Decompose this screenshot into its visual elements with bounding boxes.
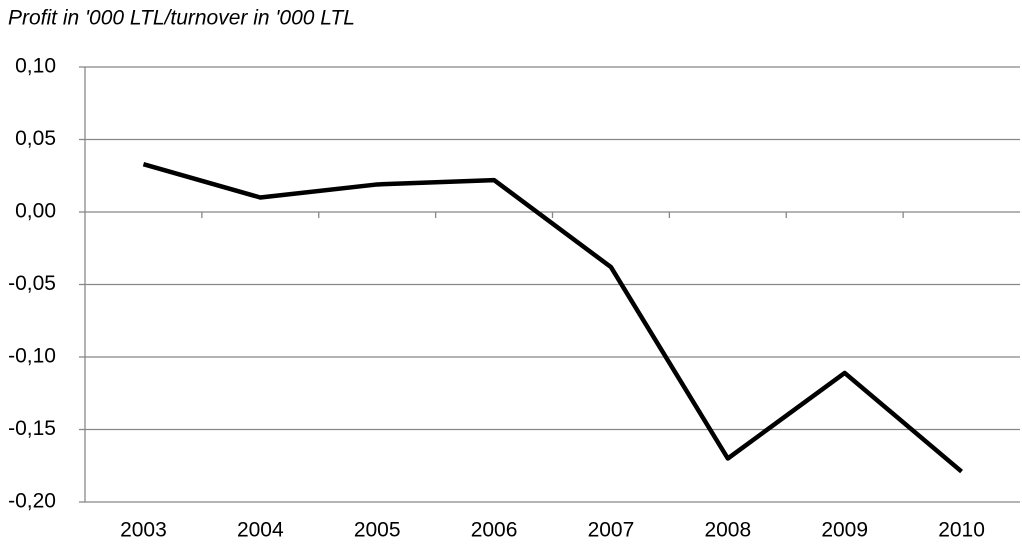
y-tick-label: 0,00 bbox=[15, 200, 56, 223]
y-tick-label: 0,05 bbox=[15, 127, 56, 150]
y-tick-label: -0,15 bbox=[8, 417, 56, 440]
x-tick-label: 2006 bbox=[471, 519, 518, 542]
y-tick-label: -0,05 bbox=[8, 272, 56, 295]
x-tick-label: 2003 bbox=[120, 519, 167, 542]
y-tick-label: -0,10 bbox=[8, 345, 56, 368]
x-tick-label: 2005 bbox=[354, 519, 401, 542]
y-tick-label: -0,20 bbox=[8, 490, 56, 513]
x-tick-label: 2007 bbox=[588, 519, 635, 542]
y-tick-label: 0,10 bbox=[15, 55, 56, 78]
x-tick-label: 2008 bbox=[704, 519, 751, 542]
x-tick-label: 2004 bbox=[237, 519, 284, 542]
x-tick-label: 2010 bbox=[938, 519, 985, 542]
data-line bbox=[142, 161, 964, 474]
x-tick-label: 2009 bbox=[821, 519, 868, 542]
chart-title: Profit in '000 LTL/turnover in '000 LTL bbox=[8, 7, 355, 30]
